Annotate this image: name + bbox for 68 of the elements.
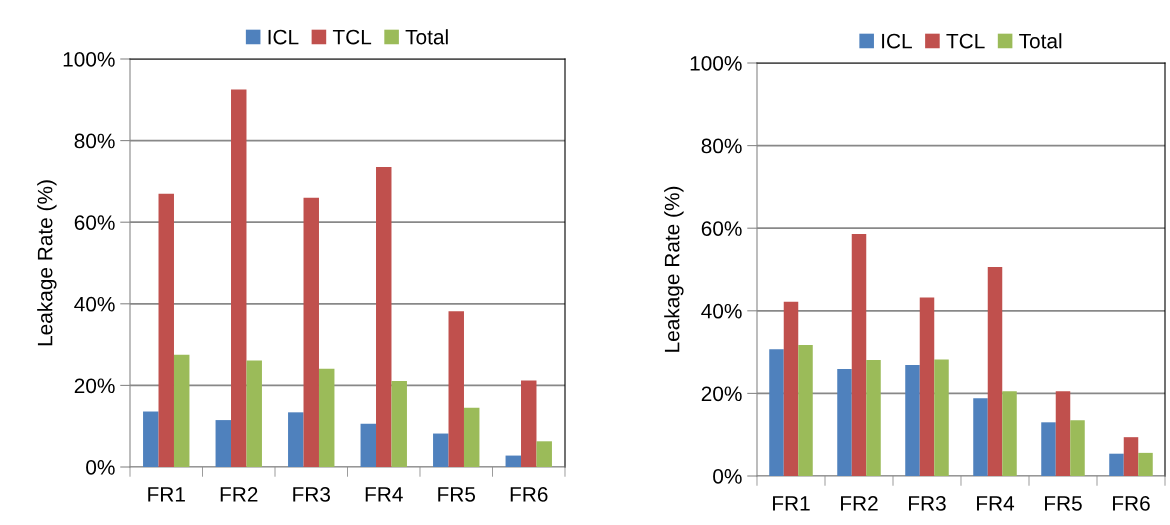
legend-label: Total	[405, 29, 448, 45]
y-axis-title: Leakage Rate (%)	[664, 186, 684, 352]
bar	[905, 364, 920, 476]
bar	[521, 380, 537, 467]
bar	[391, 380, 407, 467]
y-tick-label: 100%	[690, 56, 742, 71]
bar	[318, 368, 335, 467]
x-tick-label: FR3	[909, 495, 946, 511]
bar	[1138, 452, 1153, 476]
bar	[1123, 437, 1139, 476]
bar	[505, 455, 522, 467]
y-tick-label: 40%	[74, 296, 115, 312]
x-tick-label: FR1	[773, 496, 810, 511]
y-tick-label: 0%	[713, 469, 742, 484]
y-tick-label: 60%	[74, 215, 115, 230]
y-tick-label: 40%	[701, 303, 742, 319]
y-tick-label: 80%	[701, 138, 742, 154]
bar	[231, 89, 247, 467]
legend-label: Total	[1019, 33, 1062, 49]
bar	[1109, 453, 1124, 476]
x-tick-label: FR6	[1113, 495, 1150, 511]
bar	[1041, 422, 1056, 476]
bar	[288, 412, 304, 467]
y-tick-label: 100%	[63, 52, 115, 67]
x-tick-label: FR4	[977, 496, 1015, 511]
bar	[919, 297, 935, 476]
bar	[851, 233, 867, 476]
y-tick-label: 0%	[86, 460, 115, 475]
bar	[433, 433, 449, 467]
bar	[1002, 391, 1017, 476]
bar	[158, 193, 174, 467]
bar	[360, 423, 377, 467]
bar	[246, 360, 262, 467]
bar	[866, 359, 881, 476]
x-tick-label: FR2	[220, 486, 258, 502]
bar	[769, 349, 784, 476]
y-tick-label: 20%	[701, 386, 742, 402]
bar	[173, 354, 190, 467]
legend-label: TCL	[946, 33, 985, 49]
bar	[973, 398, 988, 476]
bar	[934, 359, 949, 476]
bar	[1055, 391, 1071, 476]
bar	[303, 197, 319, 467]
x-tick-label: FR1	[148, 487, 185, 502]
bar	[987, 267, 1003, 476]
bar	[783, 301, 799, 476]
x-tick-label: FR4	[365, 487, 403, 502]
bar	[143, 411, 159, 467]
bar	[1070, 420, 1085, 476]
legend-label: TCL	[332, 29, 372, 45]
y-tick-label: 20%	[74, 378, 115, 394]
x-tick-label: FR5	[438, 487, 476, 502]
bar	[837, 369, 852, 476]
bar	[798, 345, 813, 476]
x-tick-label: FR2	[841, 495, 878, 511]
y-tick-label: 60%	[701, 221, 742, 236]
x-tick-label: FR6	[510, 486, 548, 502]
legend-label: ICL	[268, 29, 299, 45]
bar	[536, 441, 552, 467]
x-tick-label: FR5	[1045, 496, 1082, 511]
y-axis-title: Leakage Rate (%)	[37, 180, 57, 346]
legend-label: ICL	[882, 33, 912, 49]
x-tick-label: FR3	[293, 486, 331, 502]
bar	[463, 407, 480, 467]
bar	[376, 167, 392, 467]
bar	[448, 311, 464, 467]
bar	[215, 420, 232, 467]
y-tick-label: 80%	[74, 133, 115, 149]
